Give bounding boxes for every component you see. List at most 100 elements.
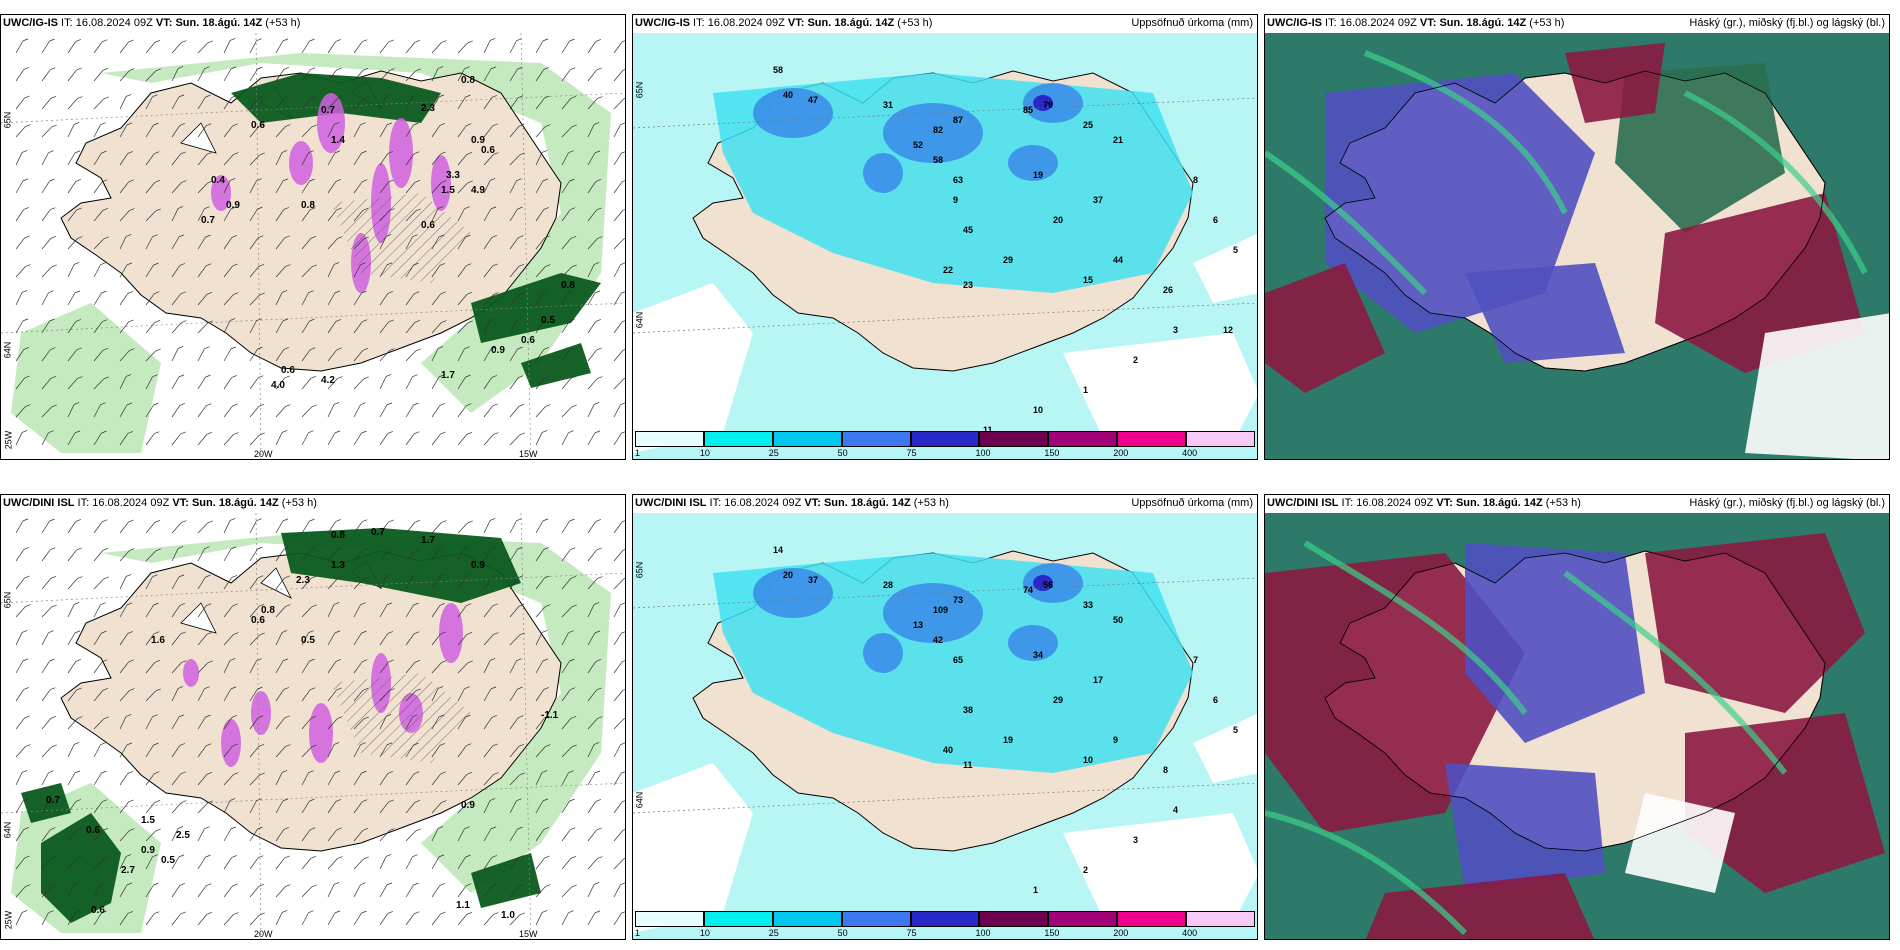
precip-area-heavy — [471, 853, 541, 908]
colorbar-label: 100 — [975, 448, 991, 458]
precip-area-heavy — [41, 813, 121, 923]
init-time: 16.08.2024 09Z — [1356, 497, 1434, 509]
accum-value-label: 26 — [1163, 285, 1173, 295]
precip-value-label: 4.2 — [321, 375, 335, 386]
colorbar-segment — [703, 431, 773, 447]
accum-value-label: 19 — [1033, 170, 1043, 180]
panel-accum-dini: UWC/DINI ISL IT: 16.08.2024 09Z VT: Sun.… — [632, 494, 1258, 940]
accum-value-label: 31 — [883, 100, 893, 110]
accum-value-label: 11 — [983, 425, 993, 435]
panel-header: UWC/DINI ISL IT: 16.08.2024 09Z VT: Sun.… — [3, 497, 317, 509]
axis-label: 65N — [2, 111, 13, 129]
precip-value-label: 0.7 — [321, 105, 335, 116]
accum-value-label: 1 — [1033, 885, 1038, 895]
wind-barbs — [15, 38, 625, 446]
precip-value-label: 3.3 — [446, 170, 460, 181]
convective-cell — [211, 175, 231, 211]
accum-value-label: 38 — [963, 705, 973, 715]
colorbar-label: 1 — [635, 928, 641, 938]
model-name: UWC/DINI ISL — [1267, 497, 1339, 509]
init-label: IT: — [1338, 497, 1357, 509]
valid-label: VT: — [1416, 17, 1440, 29]
accum-value-label: 56 — [1043, 580, 1053, 590]
hatched-area — [331, 193, 471, 283]
init-time: 16.08.2024 09Z — [707, 17, 785, 29]
precip-value-label: 0.9 — [461, 800, 475, 811]
colorbar: 1 10 25 50 75 100 150 200 400 — [635, 431, 1255, 458]
convective-cell — [439, 603, 463, 663]
accum-value-label: 13 — [913, 620, 923, 630]
precip-value-label: 0.8 — [301, 200, 315, 211]
high-cloud-edge — [1303, 540, 1528, 715]
valid-label: VT: — [784, 17, 808, 29]
accum-value-label: 2 — [1133, 355, 1138, 365]
accum-value-label: 8 — [1193, 175, 1198, 185]
precip-value-label: 2.5 — [176, 830, 190, 841]
accum-value-label: 109 — [933, 605, 948, 615]
accum-value-label: 44 — [1113, 255, 1123, 265]
accum-value-label: 87 — [953, 115, 963, 125]
map-canvas: 0.8 0.7 1.7 1.3 0.9 0.6 0.5 0.7 0.6 0.9 2.5 0.5 2.7 0… — [1, 513, 625, 939]
accum-value-label: 73 — [953, 595, 963, 605]
accum-value-label: 82 — [933, 125, 943, 135]
high-cloud-edge — [1265, 150, 1428, 296]
precip-field-heavy — [753, 568, 833, 618]
accum-value-label: 3 — [1133, 835, 1138, 845]
colorbar-segment — [635, 911, 704, 927]
valid-time: Sun. 18.ágú. 14Z — [1455, 497, 1543, 509]
high-cloud-edge — [1363, 50, 1568, 215]
colorbar-label: 75 — [906, 928, 917, 938]
precip-value-label: 0.6 — [521, 335, 535, 346]
init-time: 16.08.2024 09Z — [92, 497, 170, 509]
axis-label: 25W — [3, 910, 14, 930]
panel-header: UWC/IG-IS IT: 16.08.2024 09Z VT: Sun. 18… — [3, 17, 300, 29]
valid-label: VT: — [1433, 497, 1456, 509]
precip-value-label: 0.6 — [86, 825, 100, 836]
precip-value-label: 0.8 — [261, 605, 275, 616]
convective-cell — [389, 118, 413, 188]
precip-field-heavy — [863, 153, 903, 193]
field-title: Háský (gr.), miðský (fj.bl.) og lágský (… — [1689, 17, 1885, 29]
precip-value-label: 0.6 — [251, 615, 265, 626]
valid-time: Sun. 18.ágú. 14Z — [823, 497, 911, 509]
accum-value-label: 15 — [1083, 275, 1093, 285]
lead-time: (+53 h) — [278, 497, 317, 509]
accum-value-label: 19 — [1003, 735, 1013, 745]
colorbar-segment — [703, 911, 773, 927]
field-title: Háský (gr.), miðský (fj.bl.) og lágský (… — [1689, 497, 1885, 509]
precip-max — [1033, 95, 1053, 111]
precip-value-label: 0.6 — [481, 145, 495, 156]
colorbar-label: 25 — [768, 928, 779, 938]
cloud-area — [1265, 263, 1385, 393]
lead-time: (+53 h) — [1542, 497, 1581, 509]
colorbar-segment — [841, 911, 911, 927]
accum-value-label: 37 — [808, 575, 818, 585]
model-name: UWC/DINI ISL — [635, 497, 707, 509]
colorbar-segment — [1048, 431, 1118, 447]
accum-value-label: 45 — [963, 225, 973, 235]
colorbar: 1 10 25 50 75 100 150 200 400 — [635, 911, 1255, 938]
accum-value-label: 74 — [1023, 585, 1033, 595]
colorbar-label: 400 — [1182, 448, 1198, 458]
high-cloud-edge — [1265, 810, 1468, 936]
precip-field — [713, 553, 1193, 773]
precip-value-label: 0.9 — [141, 845, 155, 856]
accum-value-label: 5 — [1233, 245, 1238, 255]
precip-value-label: 1.4 — [331, 135, 345, 146]
convective-cell — [221, 719, 241, 767]
colorbar-segment — [910, 431, 980, 447]
precip-value-label: 0.6 — [91, 905, 105, 916]
colorbar-label: 10 — [699, 448, 710, 458]
colorbar-label: 10 — [699, 928, 710, 938]
accum-value-label: 22 — [943, 265, 953, 275]
precip-value-label: 2.3 — [421, 103, 435, 114]
accum-value-label: 40 — [943, 745, 953, 755]
init-label: IT: — [74, 497, 93, 509]
accum-value-label: 4 — [1173, 805, 1178, 815]
accum-value-label: 2 — [1083, 865, 1088, 875]
accum-value-label: 29 — [1003, 255, 1013, 265]
cloud-area — [1265, 553, 1525, 833]
colorbar-label: 1 — [635, 448, 641, 458]
accum-value-label: 11 — [963, 760, 973, 770]
